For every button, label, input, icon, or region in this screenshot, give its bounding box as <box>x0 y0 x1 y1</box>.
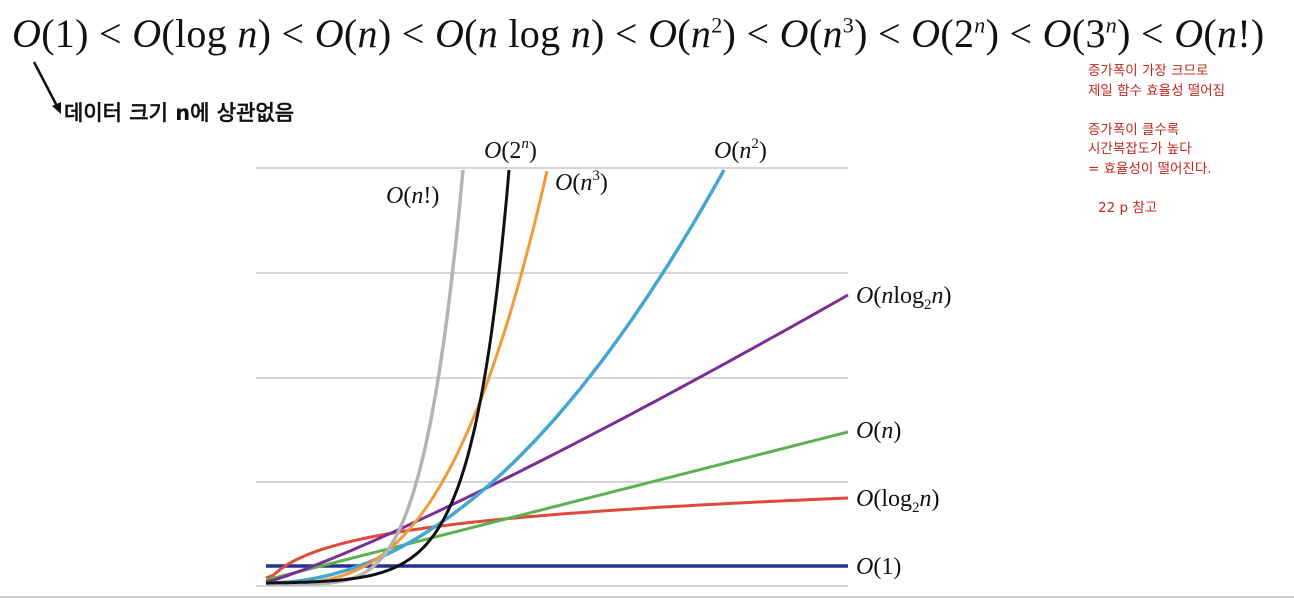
series-line-log2n <box>265 496 849 580</box>
growth-note: 증가폭이 가장 크므로 제일 함수 효율성 떨어짐 증가폭이 클수록 시간복잡도… <box>1088 62 1288 218</box>
label-onfact: O(n!) <box>386 183 439 209</box>
series-lines <box>265 169 849 586</box>
series-line-n <box>265 430 849 582</box>
note-line: 제일 함수 효율성 떨어짐 <box>1088 82 1226 99</box>
note-line: = 효율성이 떨어진다. <box>1088 160 1212 177</box>
label-on3: O(n3) <box>555 168 608 196</box>
label-on: O(n) <box>856 418 901 444</box>
constant-time-note: 데이터 크기 n에 상관없음 <box>64 101 295 125</box>
series-line-factorial <box>266 169 465 586</box>
label-onlog2n: O(nlog2n) <box>856 283 952 313</box>
series-labels: O(2n) O(n2) O(n3) O(n!) O(nlog2n) O(n) O… <box>386 136 952 580</box>
series-line-2n <box>266 169 511 585</box>
series-line-nlog2n <box>265 293 849 584</box>
label-o1: O(1) <box>856 554 901 580</box>
arrow-icon <box>32 61 61 114</box>
bottom-border <box>0 596 1294 598</box>
note-line: 증가폭이 가장 크므로 <box>1088 63 1209 79</box>
page-reference: 22 p 참고 <box>1098 199 1158 216</box>
label-on2: O(n2) <box>714 136 767 164</box>
label-olog2n: O(log2n) <box>856 486 940 516</box>
series-line-n2 <box>265 169 726 585</box>
note-line: 시간복잡도가 높다 <box>1088 141 1192 157</box>
label-o2n: O(2n) <box>484 136 537 164</box>
grid-lines <box>256 167 848 587</box>
complexity-ordering: O(1) < O(log n) < O(n) < O(n log n) < O(… <box>12 11 1265 56</box>
note-line: 증가폭이 클수록 <box>1088 121 1180 138</box>
